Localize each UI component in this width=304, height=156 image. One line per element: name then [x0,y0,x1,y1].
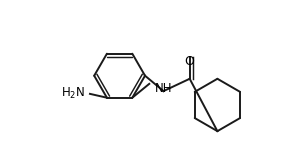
Text: O: O [185,55,195,68]
Text: NH: NH [155,82,172,95]
Text: H$_2$N: H$_2$N [61,86,85,101]
